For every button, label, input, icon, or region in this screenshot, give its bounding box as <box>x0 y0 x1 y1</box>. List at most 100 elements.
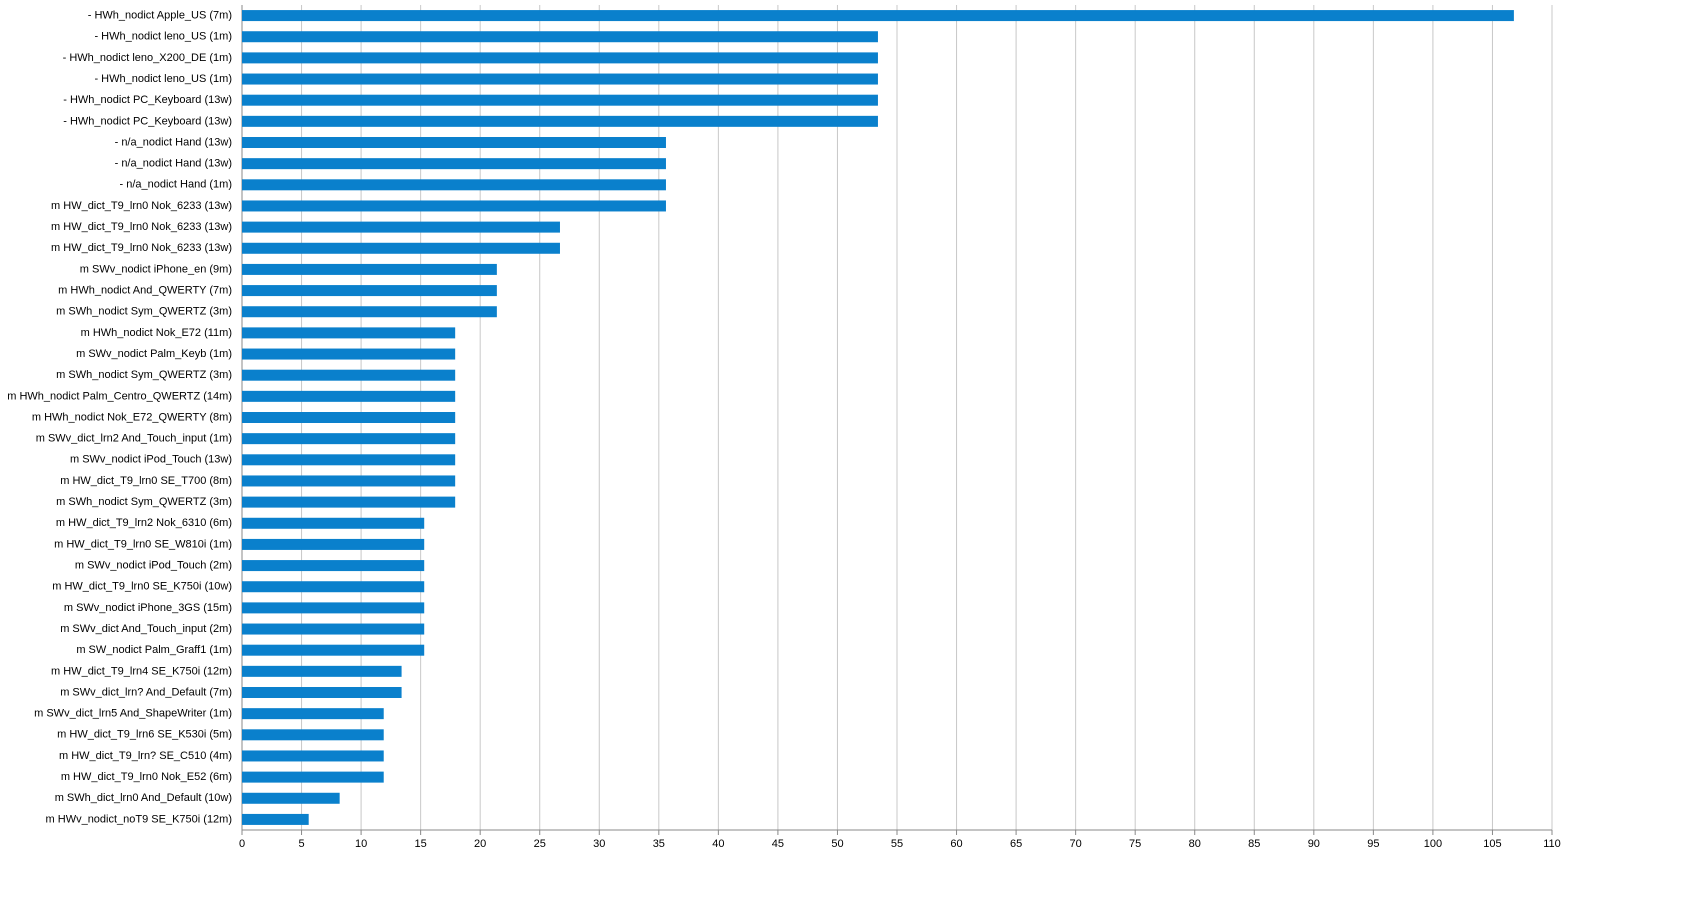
y-tick-label: m SWh_nodict Sym_QWERTZ (3m) <box>56 306 232 318</box>
x-tick-label: 80 <box>1189 838 1201 850</box>
bar <box>242 200 666 212</box>
bar <box>242 496 456 508</box>
bar <box>242 137 666 148</box>
bar <box>242 475 456 487</box>
x-tick-label: 45 <box>772 838 784 850</box>
bar <box>242 729 384 741</box>
x-tick-label: 95 <box>1367 838 1379 850</box>
y-tick-label: m HWh_nodict Palm_Centro_QWERTZ (14m) <box>7 390 232 402</box>
bar <box>242 623 425 635</box>
y-tick-label: m SWv_dict_lrn? And_Default (7m) <box>60 686 232 698</box>
x-tick-label: 85 <box>1248 838 1260 850</box>
bar <box>242 285 497 297</box>
x-tick-label: 40 <box>712 838 724 850</box>
x-tick-label: 110 <box>1543 838 1561 850</box>
bar <box>242 52 878 64</box>
bar <box>242 581 425 593</box>
y-tick-label: - n/a_nodict Hand (1m) <box>120 179 233 191</box>
x-tick-label: 15 <box>415 838 427 850</box>
y-tick-label: m SWv_nodict iPhone_3GS (15m) <box>64 602 232 614</box>
bar <box>242 31 878 43</box>
y-tick-label: m HW_dict_T9_lrn4 SE_K750i (12m) <box>51 665 232 677</box>
bar <box>242 115 878 127</box>
bar <box>242 10 1514 22</box>
y-tick-label: m HW_dict_T9_lrn0 SE_W810i (1m) <box>54 538 232 550</box>
bar <box>242 94 878 106</box>
bar <box>242 665 402 677</box>
y-tick-label: m HWh_nodict Nok_E72 (11m) <box>81 327 232 339</box>
bar <box>242 263 497 275</box>
y-tick-label: - n/a_nodict Hand (13w) <box>115 158 232 170</box>
x-tick-label: 25 <box>534 838 546 850</box>
y-tick-label: - HWh_nodict Apple_US (7m) <box>88 9 232 21</box>
y-tick-label: m HW_dict_T9_lrn0 Nok_6233 (13w) <box>51 242 232 254</box>
bar <box>242 602 425 614</box>
x-tick-label: 55 <box>891 838 903 850</box>
y-tick-label: m SWv_nodict iPhone_en (9m) <box>80 263 232 275</box>
x-tick-label: 10 <box>355 838 367 850</box>
x-tick-label: 105 <box>1483 838 1501 850</box>
x-tick-label: 0 <box>239 838 245 850</box>
bar <box>242 771 384 783</box>
bar <box>242 433 456 445</box>
x-tick-label: 50 <box>831 838 843 850</box>
y-tick-label: m SWh_nodict Sym_QWERTZ (3m) <box>56 369 232 381</box>
y-tick-label: m SWh_nodict Sym_QWERTZ (3m) <box>56 496 232 508</box>
x-tick-label: 20 <box>474 838 486 850</box>
x-tick-label: 30 <box>593 838 605 850</box>
y-tick-label: m HW_dict_T9_lrn0 Nok_6233 (13w) <box>51 200 232 212</box>
bar <box>242 348 456 360</box>
y-tick-label: - HWh_nodict PC_Keyboard (13w) <box>63 94 232 106</box>
y-tick-label: - HWh_nodict leno_US (1m) <box>94 73 232 85</box>
y-tick-label: m HW_dict_T9_lrn0 SE_T700 (8m) <box>60 475 232 487</box>
bar <box>242 369 456 381</box>
bar <box>242 813 309 825</box>
bar <box>242 454 456 466</box>
y-tick-label: m SWv_dict_lrn2 And_Touch_input (1m) <box>36 433 232 445</box>
x-tick-label: 90 <box>1308 838 1320 850</box>
y-tick-label: m SWv_nodict Palm_Keyb (1m) <box>76 348 232 360</box>
y-tick-label: m SWv_nodict iPod_Touch (13w) <box>70 454 232 466</box>
bar <box>242 179 666 191</box>
bar <box>242 158 666 170</box>
y-tick-label: m HWh_nodict And_QWERTY (7m) <box>58 284 232 296</box>
y-tick-label: m HW_dict_T9_lrn0 Nok_6233 (13w) <box>51 221 232 233</box>
bar <box>242 708 384 720</box>
y-tick-label: - n/a_nodict Hand (13w) <box>115 136 232 148</box>
bar <box>242 327 456 339</box>
y-tick-label: m SW_nodict Palm_Graff1 (1m) <box>76 644 232 656</box>
bar <box>242 538 425 550</box>
bar <box>242 750 384 762</box>
x-tick-label: 5 <box>298 838 304 850</box>
bar <box>242 221 560 233</box>
bar <box>242 242 560 254</box>
y-tick-label: m SWv_dict_lrn5 And_ShapeWriter (1m) <box>34 708 232 720</box>
y-tick-label: m HW_dict_T9_lrn2 Nok_6310 (6m) <box>56 517 232 529</box>
x-tick-label: 70 <box>1070 838 1082 850</box>
y-tick-label: m HWh_nodict Nok_E72_QWERTY (8m) <box>32 411 232 423</box>
y-tick-label: m SWv_dict And_Touch_input (2m) <box>60 623 232 635</box>
y-tick-label: m HW_dict_T9_lrn0 SE_K750i (10w) <box>52 581 232 593</box>
bar <box>242 560 425 572</box>
x-tick-label: 65 <box>1010 838 1022 850</box>
bar <box>242 517 425 529</box>
y-tick-label: m SWv_nodict iPod_Touch (2m) <box>75 559 232 571</box>
y-tick-label: m HW_dict_T9_lrn? SE_C510 (4m) <box>59 750 232 762</box>
bar <box>242 73 878 85</box>
x-tick-label: 60 <box>950 838 962 850</box>
y-tick-label: m HW_dict_T9_lrn0 Nok_E52 (6m) <box>61 771 232 783</box>
bar <box>242 792 340 804</box>
x-tick-label: 35 <box>653 838 665 850</box>
y-tick-label: - HWh_nodict PC_Keyboard (13w) <box>63 115 232 127</box>
x-tick-label: 75 <box>1129 838 1141 850</box>
bar <box>242 412 456 423</box>
y-tick-label: - HWh_nodict leno_X200_DE (1m) <box>63 52 232 64</box>
y-tick-label: m HWv_nodict_noT9 SE_K750i (12m) <box>46 813 232 825</box>
x-tick-label: 100 <box>1424 838 1442 850</box>
y-tick-label: m SWh_dict_lrn0 And_Default (10w) <box>55 792 232 804</box>
y-tick-label: - HWh_nodict leno_US (1m) <box>94 31 232 43</box>
y-tick-label: m HW_dict_T9_lrn6 SE_K530i (5m) <box>57 729 232 741</box>
bar <box>242 306 497 318</box>
